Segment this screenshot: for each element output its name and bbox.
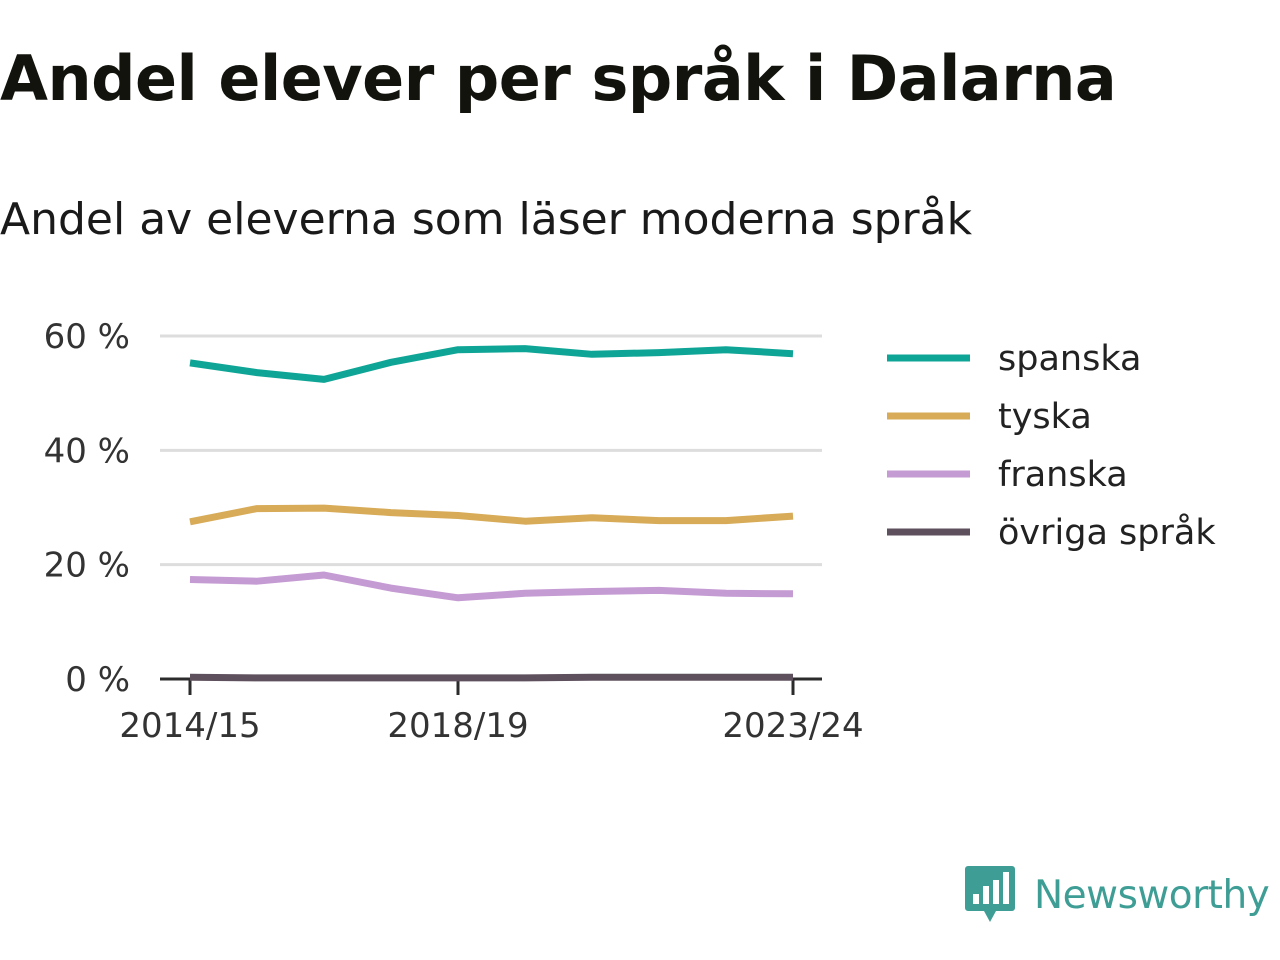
- chart-title: Andel elever per språk i Dalarna: [0, 42, 1117, 115]
- y-tick-label: 20 %: [44, 546, 130, 586]
- series-lines: [189, 345, 794, 682]
- x-tick-label: 2018/19: [387, 706, 528, 746]
- y-tick-label: 0 %: [65, 660, 130, 700]
- legend-label: franska: [998, 455, 1128, 495]
- newsworthy-logo: Newsworthy: [964, 864, 1270, 926]
- y-tick-label: 40 %: [44, 431, 130, 471]
- series-line-franska: [189, 571, 794, 602]
- series-line-spanska: [189, 345, 794, 383]
- series-line-övriga-språk: [189, 673, 793, 682]
- brand-name: Newsworthy: [1034, 872, 1270, 918]
- y-axis: 0 % 20 % 40 % 60 %: [44, 317, 130, 700]
- x-tick-label: 2014/15: [119, 706, 260, 746]
- legend-label: övriga språk: [998, 512, 1216, 553]
- chart-subtitle: Andel av eleverna som läser moderna språ…: [0, 194, 973, 245]
- x-tick-label: 2023/24: [722, 706, 863, 746]
- grid-lines: [160, 334, 822, 567]
- series-line-tyska: [189, 504, 794, 526]
- legend-label: tyska: [998, 397, 1092, 437]
- legend-label: spanska: [998, 339, 1141, 379]
- y-tick-label: 60 %: [44, 317, 130, 357]
- legend: spanska tyska franska övriga språk: [887, 339, 1216, 553]
- bar-chart-speech-bubble-icon: [965, 866, 1015, 922]
- x-axis: 2014/15 2018/19 2023/24: [119, 677, 864, 746]
